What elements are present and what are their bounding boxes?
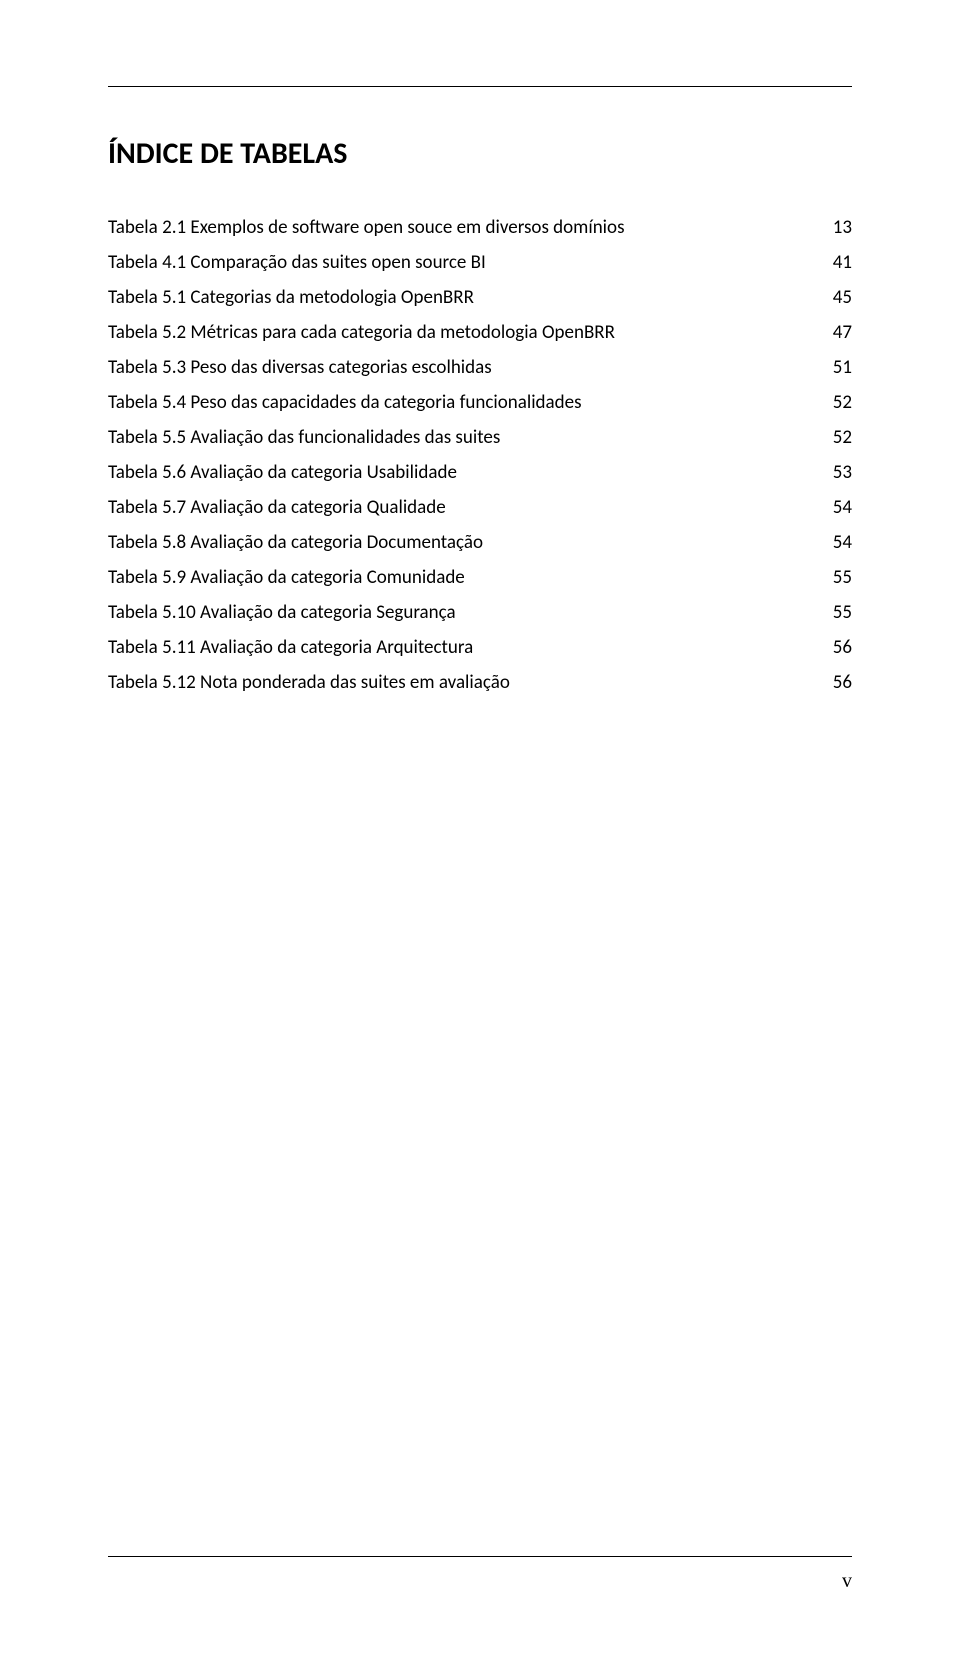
toc-entry: Tabela 5.9 Avaliação da categoria Comuni… [108, 560, 852, 595]
toc-entry-label: Tabela 5.4 Peso das capacidades da categ… [108, 385, 586, 420]
toc-entry-page: 56 [828, 630, 852, 665]
toc-entry-page: 47 [828, 315, 852, 350]
toc-entry-page: 52 [828, 385, 852, 420]
toc-entry-label: Tabela 5.3 Peso das diversas categorias … [108, 350, 496, 385]
toc-entry-label: Tabela 2.1 Exemplos de software open sou… [108, 210, 629, 245]
toc-entry: Tabela 5.8 Avaliação da categoria Docume… [108, 525, 852, 560]
toc-entry-label: Tabela 5.5 Avaliação das funcionalidades… [108, 420, 505, 455]
toc-entry-page: 41 [828, 245, 852, 280]
toc-entry-page: 55 [828, 560, 852, 595]
toc-entry-label: Tabela 5.9 Avaliação da categoria Comuni… [108, 560, 469, 595]
toc-entry-page: 53 [828, 455, 852, 490]
toc-entry: Tabela 5.6 Avaliação da categoria Usabil… [108, 455, 852, 490]
toc-entry-page: 56 [828, 665, 852, 700]
toc-entry: Tabela 5.7 Avaliação da categoria Qualid… [108, 490, 852, 525]
toc-entry: Tabela 5.4 Peso das capacidades da categ… [108, 385, 852, 420]
toc-entry-label: Tabela 5.6 Avaliação da categoria Usabil… [108, 455, 461, 490]
toc-entry-label: Tabela 5.10 Avaliação da categoria Segur… [108, 595, 460, 630]
toc-entry-label: Tabela 5.2 Métricas para cada categoria … [108, 315, 619, 350]
page-container: ÍNDICE DE TABELAS Tabela 2.1 Exemplos de… [0, 0, 960, 700]
toc-entry-page: 55 [828, 595, 852, 630]
toc-entry: Tabela 2.1 Exemplos de software open sou… [108, 210, 852, 245]
bottom-horizontal-rule [108, 1556, 852, 1557]
toc-entry-page: 51 [828, 350, 852, 385]
toc-entry: Tabela 5.11 Avaliação da categoria Arqui… [108, 630, 852, 665]
toc-entry-label: Tabela 5.11 Avaliação da categoria Arqui… [108, 630, 478, 665]
page-number: v [842, 1570, 852, 1593]
toc-entry: Tabela 5.1 Categorias da metodologia Ope… [108, 280, 852, 315]
toc-entry-label: Tabela 5.7 Avaliação da categoria Qualid… [108, 490, 450, 525]
toc-entry: Tabela 5.10 Avaliação da categoria Segur… [108, 595, 852, 630]
toc-entry: Tabela 5.5 Avaliação das funcionalidades… [108, 420, 852, 455]
toc-entry-label: Tabela 4.1 Comparação das suites open so… [108, 245, 490, 280]
toc-entry: Tabela 5.3 Peso das diversas categorias … [108, 350, 852, 385]
toc-entry-label: Tabela 5.1 Categorias da metodologia Ope… [108, 280, 478, 315]
table-of-contents: Tabela 2.1 Exemplos de software open sou… [108, 210, 852, 700]
top-horizontal-rule [108, 86, 852, 87]
toc-entry-page: 54 [828, 490, 852, 525]
toc-entry-page: 54 [828, 525, 852, 560]
toc-entry: Tabela 5.12 Nota ponderada das suites em… [108, 665, 852, 700]
page-title: ÍNDICE DE TABELAS [108, 135, 852, 172]
toc-entry-page: 52 [828, 420, 852, 455]
toc-entry-label: Tabela 5.8 Avaliação da categoria Docume… [108, 525, 487, 560]
toc-entry-page: 45 [828, 280, 852, 315]
toc-entry-page: 13 [828, 210, 852, 245]
toc-entry: Tabela 4.1 Comparação das suites open so… [108, 245, 852, 280]
toc-entry-label: Tabela 5.12 Nota ponderada das suites em… [108, 665, 514, 700]
toc-entry: Tabela 5.2 Métricas para cada categoria … [108, 315, 852, 350]
